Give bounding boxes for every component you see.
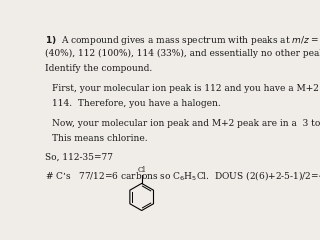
Text: So, 112-35=77: So, 112-35=77 xyxy=(45,153,113,162)
Text: (40%), 112 (100%), 114 (33%), and essentially no other peaks.: (40%), 112 (100%), 114 (33%), and essent… xyxy=(45,49,320,58)
Text: This means chlorine.: This means chlorine. xyxy=(52,134,148,143)
Text: Now, your molecular ion peak and M+2 peak are in a  3 to 1 ratio.: Now, your molecular ion peak and M+2 pea… xyxy=(52,119,320,128)
Text: $\mathbf{1)}$  A compound gives a mass spectrum with peaks at $m/z$ = 77: $\mathbf{1)}$ A compound gives a mass sp… xyxy=(45,34,320,47)
Text: Identify the compound.: Identify the compound. xyxy=(45,64,152,73)
Text: First, your molecular ion peak is 112 and you have a M+2 peak at: First, your molecular ion peak is 112 an… xyxy=(52,84,320,93)
Text: 114.  Therefore, you have a halogen.: 114. Therefore, you have a halogen. xyxy=(52,99,221,108)
Text: Cl: Cl xyxy=(138,166,146,174)
Text: # C’s   77/12=6 carbons so C$_6$H$_5$Cl.  DOUS (2(6)+2-5-1)/2=4: # C’s 77/12=6 carbons so C$_6$H$_5$Cl. D… xyxy=(45,169,320,182)
